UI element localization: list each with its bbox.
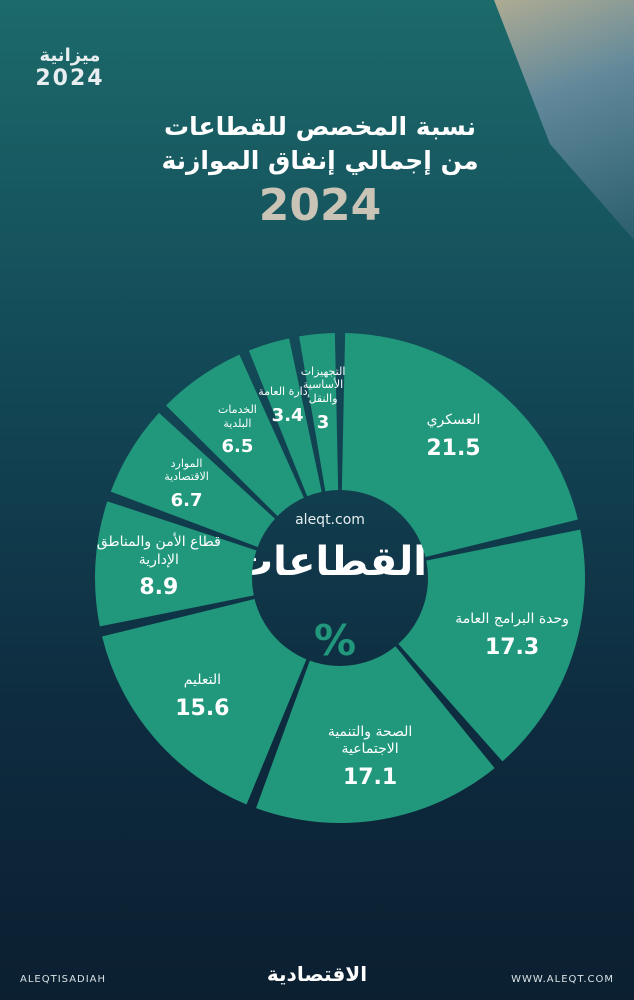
value-label: 8.9 xyxy=(139,575,179,601)
year: 2024 xyxy=(258,180,382,231)
value-label: 17.1 xyxy=(342,764,398,790)
category-label: الصحة والتنمية الاجتماعية xyxy=(327,723,413,758)
footer-site: WWW.ALEQT.COM xyxy=(511,974,614,985)
slice-label: التجهيزات الأساسية والنقل 3 xyxy=(292,349,354,449)
slice xyxy=(110,412,275,547)
logo-title: ميزانية xyxy=(39,45,101,66)
category-label: الإدارة العامة xyxy=(258,385,317,399)
slice-label: قطاع الأمن والمناطق الإدارية 8.9 xyxy=(94,512,224,622)
footer: ALEQTISADIAH الاقتصادية WWW.ALEQT.COM xyxy=(0,950,634,1000)
footer-social: ALEQTISADIAH xyxy=(20,974,107,985)
title: نسبة المخصص للقطاعات من إجمالي إنفاق الم… xyxy=(150,110,490,178)
label-box: العسكري 21.5 xyxy=(388,381,518,491)
center-site: aleqt.com xyxy=(295,512,365,528)
chart: aleqt.com القطاعات % العسكري 21.5 وحدة الب… xyxy=(94,333,586,823)
label-box: التعليم 15.6 xyxy=(137,641,267,751)
category-label: الخدمات البلدية xyxy=(217,402,257,430)
value-label: 21.5 xyxy=(426,435,481,461)
slice-label: وحدة البرامج العامة 17.3 xyxy=(447,581,577,691)
slice-label: الموارد الاقتصادية 6.7 xyxy=(156,434,218,534)
category-label: وحدة البرامج العامة xyxy=(455,611,569,628)
slice xyxy=(166,354,304,517)
value-label: 3.4 xyxy=(271,405,304,427)
center-title: القطاعات xyxy=(233,539,427,585)
slice xyxy=(94,501,257,627)
category-label: قطاع الأمن والمناطق الإدارية xyxy=(96,534,221,568)
slice xyxy=(102,598,307,805)
logo-year: 2024 xyxy=(35,66,105,91)
value-label: 6.5 xyxy=(221,436,254,458)
slice-label: الإدارة العامة 3.4 xyxy=(257,356,319,456)
footer-brand: الاقتصادية xyxy=(266,962,368,986)
label-box: قطاع الأمن والمناطق الإدارية 8.9 xyxy=(94,512,224,622)
label-box: التجهيزات الأساسية والنقل 3 xyxy=(292,349,354,449)
value-label: 3 xyxy=(316,411,330,433)
slice xyxy=(398,529,586,762)
slice xyxy=(248,338,322,497)
slice-label: العسكري 21.5 xyxy=(388,381,518,491)
center-unit: % xyxy=(314,616,356,665)
slice-label: الصحة والتنمية الاجتماعية 17.1 xyxy=(305,702,435,812)
slice-label: التعليم 15.6 xyxy=(137,641,267,751)
category-label: الموارد الاقتصادية xyxy=(164,456,209,484)
slice-label: الخدمات البلدية 6.5 xyxy=(206,380,268,480)
category-label: التعليم xyxy=(183,672,221,689)
label-box: الخدمات البلدية 6.5 xyxy=(206,380,268,480)
slice xyxy=(299,333,339,492)
title-line: من إجمالي إنفاق الموازنة xyxy=(161,146,479,175)
label-box: الإدارة العامة 3.4 xyxy=(257,356,319,456)
value-label: 15.6 xyxy=(175,695,230,721)
label-box: الصحة والتنمية الاجتماعية 17.1 xyxy=(305,702,435,812)
value-label: 17.3 xyxy=(484,634,540,660)
slice xyxy=(341,333,578,558)
value-label: 6.7 xyxy=(170,490,203,512)
city-image xyxy=(494,0,634,240)
category-label: التجهيزات الأساسية والنقل xyxy=(300,364,346,406)
title-line: نسبة المخصص للقطاعات xyxy=(164,112,476,141)
category-label: العسكري xyxy=(426,412,481,429)
slice xyxy=(256,646,495,823)
label-box: الموارد الاقتصادية 6.7 xyxy=(156,434,218,534)
label-box: وحدة البرامج العامة 17.3 xyxy=(447,581,577,691)
logo: ميزانية 2024 xyxy=(20,45,120,91)
